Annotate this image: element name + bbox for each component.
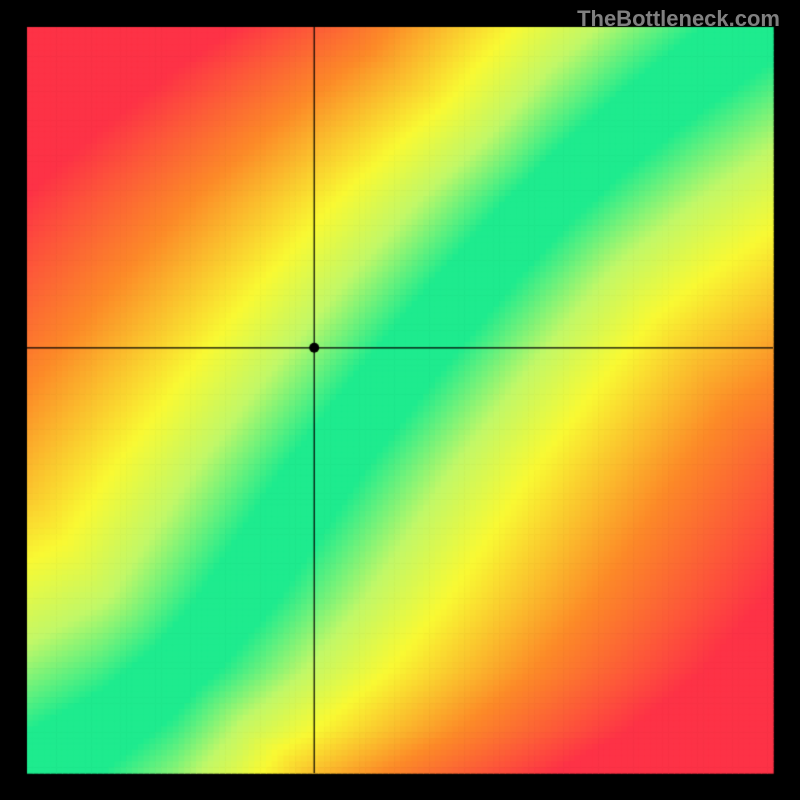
chart-container: TheBottleneck.com [0,0,800,800]
watermark-text: TheBottleneck.com [577,6,780,32]
bottleneck-heatmap [0,0,800,800]
